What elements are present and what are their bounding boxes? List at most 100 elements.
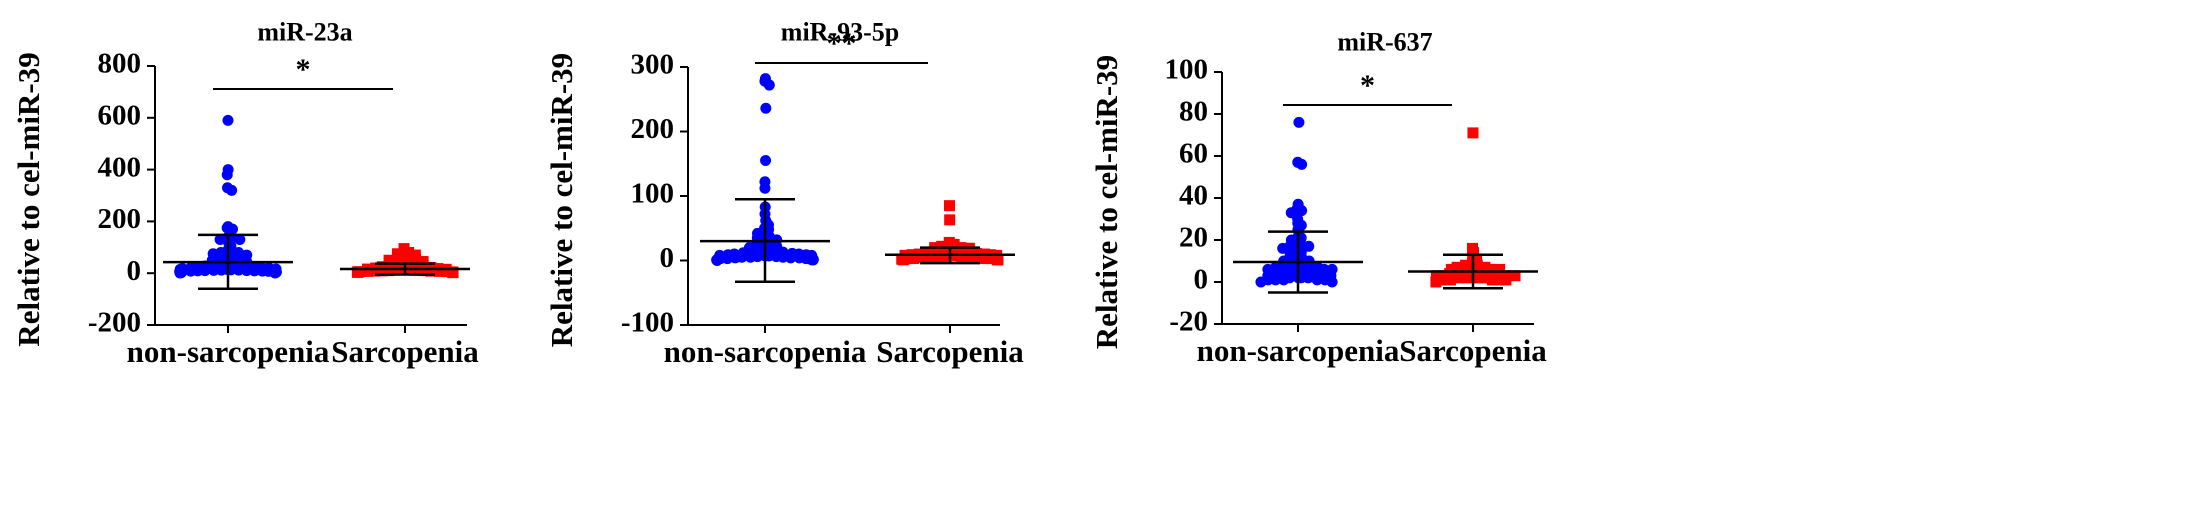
significance-label: *: [1360, 69, 1375, 102]
data-point: [986, 253, 998, 265]
data-point: [1303, 240, 1315, 252]
data-point: [352, 266, 364, 278]
data-point: [1493, 268, 1505, 280]
data-point: [944, 214, 956, 226]
data-point: [1326, 276, 1338, 288]
data-point: [937, 251, 949, 263]
data-point: [914, 252, 926, 264]
y-tick-label: -200: [88, 307, 141, 339]
data-point: [417, 265, 429, 277]
data-point: [1437, 274, 1449, 286]
y-axis-label: Relative to cel-miR-39: [11, 52, 46, 346]
y-tick-label: 0: [660, 242, 675, 274]
y-tick-label: 80: [1179, 96, 1208, 128]
y-tick-label: 0: [127, 255, 142, 287]
significance-label: *: [296, 53, 311, 86]
data-point: [991, 254, 1003, 266]
x-category-label: non-sarcopenia: [127, 334, 330, 369]
data-point: [948, 244, 960, 256]
data-point: [447, 267, 459, 279]
data-point: [1444, 274, 1456, 286]
data-point: [948, 250, 960, 262]
data-point: [962, 251, 974, 263]
data-point: [362, 265, 374, 277]
y-axis-label: Relative to cel-miR-39: [544, 53, 579, 347]
data-point: [1486, 274, 1498, 286]
significance-label: **: [827, 27, 857, 60]
data-point: [234, 234, 246, 246]
data-point: [208, 264, 220, 276]
chart-title: miR-23a: [257, 17, 352, 46]
data-point: [785, 252, 797, 264]
y-tick-label: -100: [621, 307, 674, 339]
x-category-label: Sarcopenia: [331, 334, 479, 369]
y-tick-label: 400: [98, 151, 142, 183]
y-tick-label: 200: [98, 203, 142, 235]
data-point: [392, 252, 404, 264]
data-point: [1478, 272, 1490, 284]
data-point: [221, 169, 233, 181]
data-point: [763, 79, 775, 91]
data-point: [955, 251, 967, 263]
y-tick-label: 600: [98, 99, 142, 131]
data-point: [922, 252, 934, 264]
data-point: [1311, 274, 1323, 286]
data-point: [222, 114, 234, 126]
y-tick-label: 20: [1179, 222, 1208, 254]
data-point: [1472, 272, 1484, 284]
data-point: [711, 255, 723, 266]
data-point: [1459, 272, 1471, 284]
data-point: [1451, 261, 1463, 273]
x-category-label: Sarcopenia: [1399, 333, 1547, 368]
y-tick-label: 60: [1179, 138, 1208, 170]
data-point: [376, 265, 388, 277]
x-category-label: non-sarcopenia: [1197, 333, 1400, 368]
data-point: [241, 265, 253, 277]
data-point: [943, 200, 955, 212]
data-point: [955, 245, 967, 257]
y-tick-label: 300: [631, 49, 675, 81]
data-point: [226, 184, 238, 196]
x-category-label: non-sarcopenia: [664, 334, 867, 369]
data-point: [441, 266, 453, 278]
data-point: [1296, 158, 1308, 170]
data-point: [383, 265, 395, 277]
data-point: [1255, 276, 1267, 288]
data-point: [269, 267, 281, 279]
data-point: [368, 265, 380, 277]
data-point: [759, 182, 771, 194]
data-point: [1296, 205, 1308, 217]
data-point: [1493, 274, 1505, 286]
data-point: [760, 155, 772, 167]
data-point: [937, 244, 949, 256]
data-point: [807, 254, 819, 266]
data-point: [1500, 274, 1512, 286]
data-point: [760, 102, 772, 114]
data-point: [185, 265, 197, 277]
data-point: [248, 265, 260, 277]
data-point: [1453, 272, 1465, 284]
data-point: [744, 251, 756, 263]
data-point: [425, 265, 437, 277]
data-point: [1471, 259, 1483, 271]
data-point: [1467, 127, 1479, 139]
y-tick-label: 100: [1165, 54, 1209, 86]
data-point: [1293, 116, 1305, 128]
data-point: [1430, 276, 1442, 288]
data-point: [1486, 268, 1498, 280]
y-tick-label: 100: [631, 178, 675, 210]
data-point: [907, 253, 919, 265]
chart-panel-1: miR-23a Relative to cel-miR-39 800 600 400 20…: [11, 17, 479, 369]
y-tick-label: 40: [1179, 180, 1208, 212]
chart-panel-3: miR-637 Relative to cel-miR-39 100 80 60 40 20…: [1089, 27, 1547, 368]
y-tick-label: 200: [631, 113, 675, 145]
data-point: [1460, 259, 1472, 271]
data-point: [970, 252, 982, 264]
data-point: [174, 267, 186, 279]
data-point: [1430, 270, 1442, 282]
y-tick-label: 800: [98, 48, 142, 80]
chart-panel-2: miR-93-5p Relative to cel-miR-39 300 200 100…: [544, 17, 1024, 369]
data-point: [897, 254, 909, 266]
data-point: [978, 253, 990, 265]
